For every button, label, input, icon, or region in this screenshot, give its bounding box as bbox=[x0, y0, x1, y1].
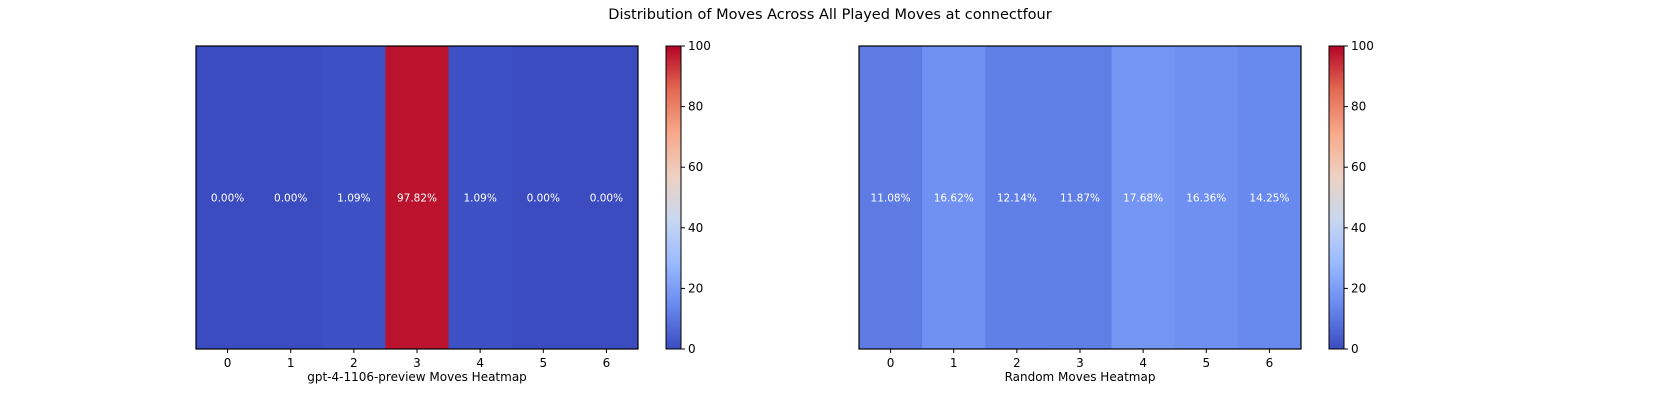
chart-title: Distribution of Moves Across All Played … bbox=[608, 7, 1051, 23]
heatmap-panel-2: 11.08% 16.62% 12.14% 11.87% 17.68% 16.36% 14.2… bbox=[858, 39, 1374, 384]
cell-value-label: 14.25% bbox=[1249, 193, 1289, 205]
colorbar-tick-label: 60 bbox=[1351, 160, 1366, 174]
cell-value-label: 0.00% bbox=[211, 193, 244, 205]
cell-value-label: 0.00% bbox=[274, 193, 307, 205]
x-tick-label: 1 bbox=[950, 356, 958, 370]
cell-value-label: 1.09% bbox=[337, 193, 370, 205]
cell-value-label: 17.68% bbox=[1123, 193, 1163, 205]
x-tick-label: 4 bbox=[1139, 356, 1147, 370]
colorbar-tick-label: 0 bbox=[688, 342, 696, 356]
heatmap-cell bbox=[322, 46, 386, 349]
x-tick-label: 2 bbox=[1013, 356, 1021, 370]
colorbar-frame bbox=[665, 45, 682, 350]
heatmap-cell bbox=[448, 46, 513, 349]
colorbar-tick-label: 40 bbox=[688, 221, 703, 235]
heatmap-cell bbox=[1111, 46, 1176, 349]
colorbar-tick-label: 80 bbox=[688, 100, 703, 114]
cell-value-label: 16.62% bbox=[934, 193, 974, 205]
x-tick-label: 6 bbox=[603, 356, 611, 370]
heatmap-cell bbox=[574, 46, 639, 349]
x-tick-label: 0 bbox=[887, 356, 895, 370]
colorbar-tick-label: 20 bbox=[1351, 281, 1366, 295]
heatmap-cell bbox=[1237, 46, 1302, 349]
colorbar-tick-label: 100 bbox=[1351, 39, 1374, 53]
x-axis-label: Random Moves Heatmap bbox=[1005, 370, 1156, 384]
heatmap-panel-1: 0.00% 0.00% 1.09% 97.82% 1.09% 0.00% 0.00% 0 1 2 3… bbox=[195, 39, 711, 384]
colorbar bbox=[1329, 46, 1344, 349]
x-tick-label: 3 bbox=[1076, 356, 1084, 370]
cell-value-label: 16.36% bbox=[1186, 193, 1226, 205]
cell-value-label: 1.09% bbox=[463, 193, 496, 205]
x-tick-label: 3 bbox=[413, 356, 421, 370]
colorbar-tick-label: 40 bbox=[1351, 221, 1366, 235]
heatmap-cell bbox=[985, 46, 1049, 349]
heatmap-cell bbox=[922, 46, 986, 349]
colorbar bbox=[666, 46, 681, 349]
heatmap-cell bbox=[196, 46, 260, 349]
colorbar-tick-label: 20 bbox=[688, 281, 703, 295]
colorbar-tick-label: 80 bbox=[1351, 100, 1366, 114]
x-tick-label: 5 bbox=[539, 356, 547, 370]
x-tick-label: 6 bbox=[1266, 356, 1274, 370]
heatmap-cell bbox=[511, 46, 576, 349]
heatmap-cell bbox=[385, 46, 450, 349]
colorbar-frame bbox=[1328, 45, 1345, 350]
cell-value-label: 0.00% bbox=[527, 193, 560, 205]
colorbar-tick-label: 0 bbox=[1351, 342, 1359, 356]
cell-value-label: 11.08% bbox=[871, 193, 911, 205]
x-axis-label: gpt-4-1106-preview Moves Heatmap bbox=[307, 370, 527, 384]
cell-value-label: 97.82% bbox=[397, 193, 437, 205]
x-tick-label: 2 bbox=[350, 356, 358, 370]
colorbar-tick-label: 100 bbox=[688, 39, 711, 53]
x-tick-label: 1 bbox=[287, 356, 295, 370]
heatmap-cell bbox=[1048, 46, 1113, 349]
heatmap-cell bbox=[1174, 46, 1239, 349]
x-tick-label: 5 bbox=[1202, 356, 1210, 370]
colorbar-tick-label: 60 bbox=[688, 160, 703, 174]
cell-value-label: 0.00% bbox=[590, 193, 623, 205]
x-tick-label: 0 bbox=[224, 356, 232, 370]
heatmap-cell bbox=[259, 46, 323, 349]
cell-value-label: 12.14% bbox=[997, 193, 1037, 205]
cell-value-label: 11.87% bbox=[1060, 193, 1100, 205]
x-tick-label: 4 bbox=[476, 356, 484, 370]
heatmap-cell bbox=[859, 46, 923, 349]
